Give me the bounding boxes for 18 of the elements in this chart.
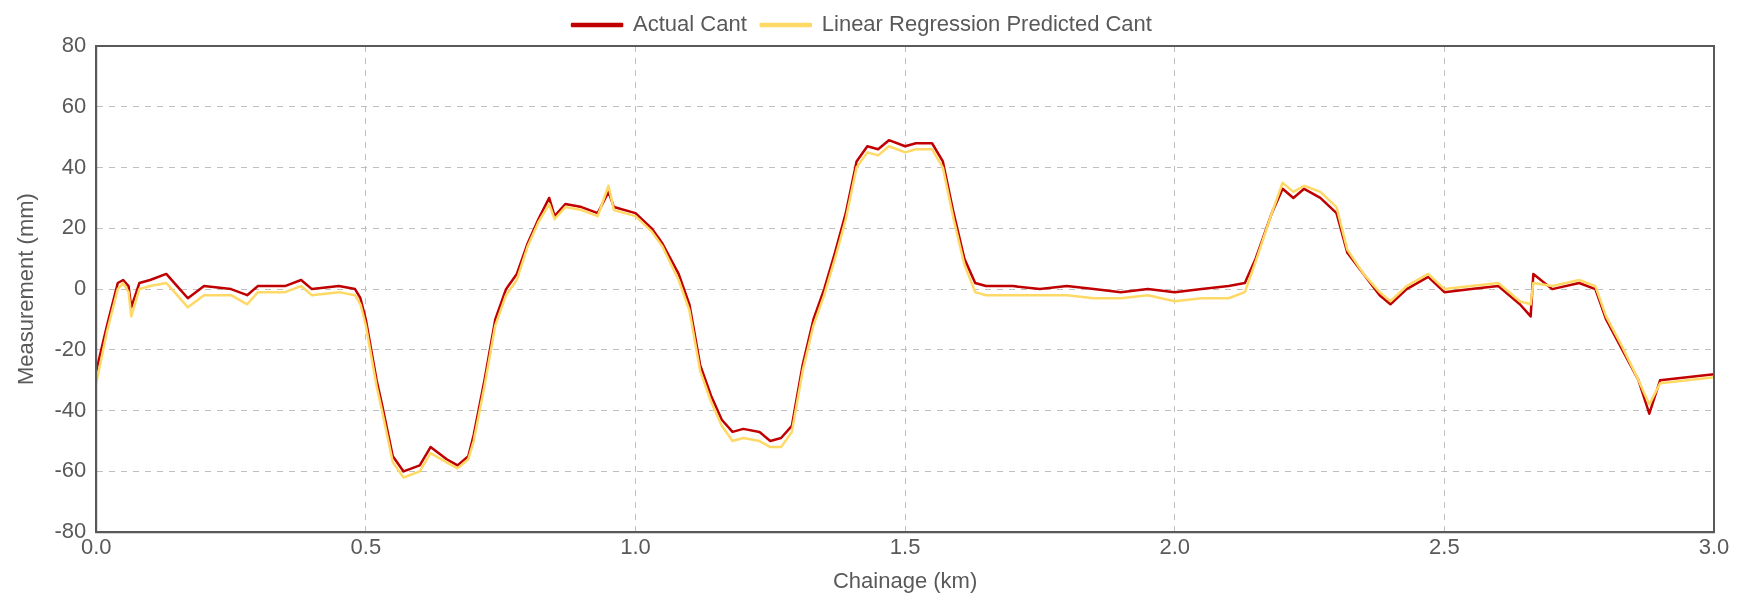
y-tick-label: -20 <box>54 335 87 361</box>
x-axis-title: Chainage (km) <box>832 567 978 593</box>
y-tick-label: 0 <box>73 275 87 301</box>
x-tick-label: 0.5 <box>350 534 382 560</box>
x-tick-label: 2.0 <box>1159 534 1191 560</box>
legend-label: Linear Regression Predicted Cant <box>821 11 1152 37</box>
y-tick-label: -40 <box>54 396 87 422</box>
x-tick-label: 1.0 <box>620 534 651 560</box>
y-tick-label: 80 <box>61 32 87 58</box>
legend-label: Actual Cant <box>633 11 747 37</box>
x-tick-label: 1.5 <box>889 534 921 560</box>
y-tick-label: 20 <box>61 214 87 240</box>
y-axis-title: Measurement (mm) <box>13 193 39 386</box>
x-tick-label: 2.5 <box>1429 534 1460 560</box>
x-tick-label: 3.0 <box>1698 534 1730 560</box>
y-tick-label: 60 <box>61 92 87 118</box>
y-tick-label: -60 <box>54 457 87 483</box>
y-tick-label: 40 <box>61 153 87 179</box>
